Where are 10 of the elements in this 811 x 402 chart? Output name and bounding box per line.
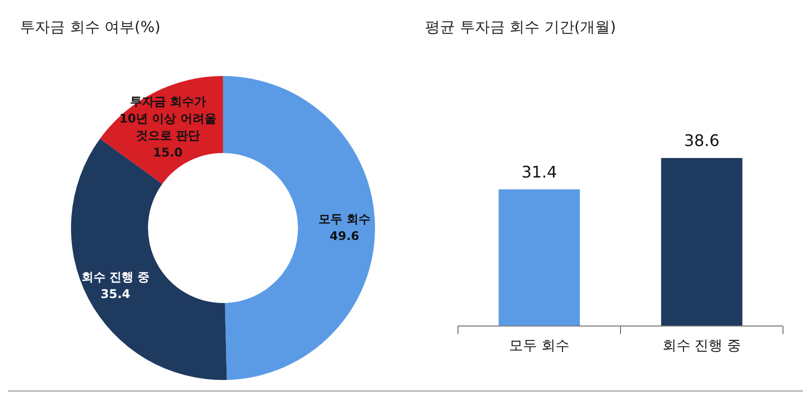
- data-label: 15.0: [153, 145, 183, 160]
- data-label: 38.6: [684, 131, 720, 150]
- data-label: 49.6: [330, 228, 360, 243]
- donut-slice: [223, 76, 375, 380]
- data-label: 35.4: [100, 287, 130, 302]
- chart-title: 투자금 회수 여부(%): [20, 18, 160, 36]
- slice-label: 모두 회수: [318, 212, 371, 226]
- data-label: 31.4: [521, 162, 558, 182]
- slice-label: 회수 진행 중: [81, 270, 150, 284]
- chart-title: 평균 투자금 회수 기간(개월): [425, 18, 616, 36]
